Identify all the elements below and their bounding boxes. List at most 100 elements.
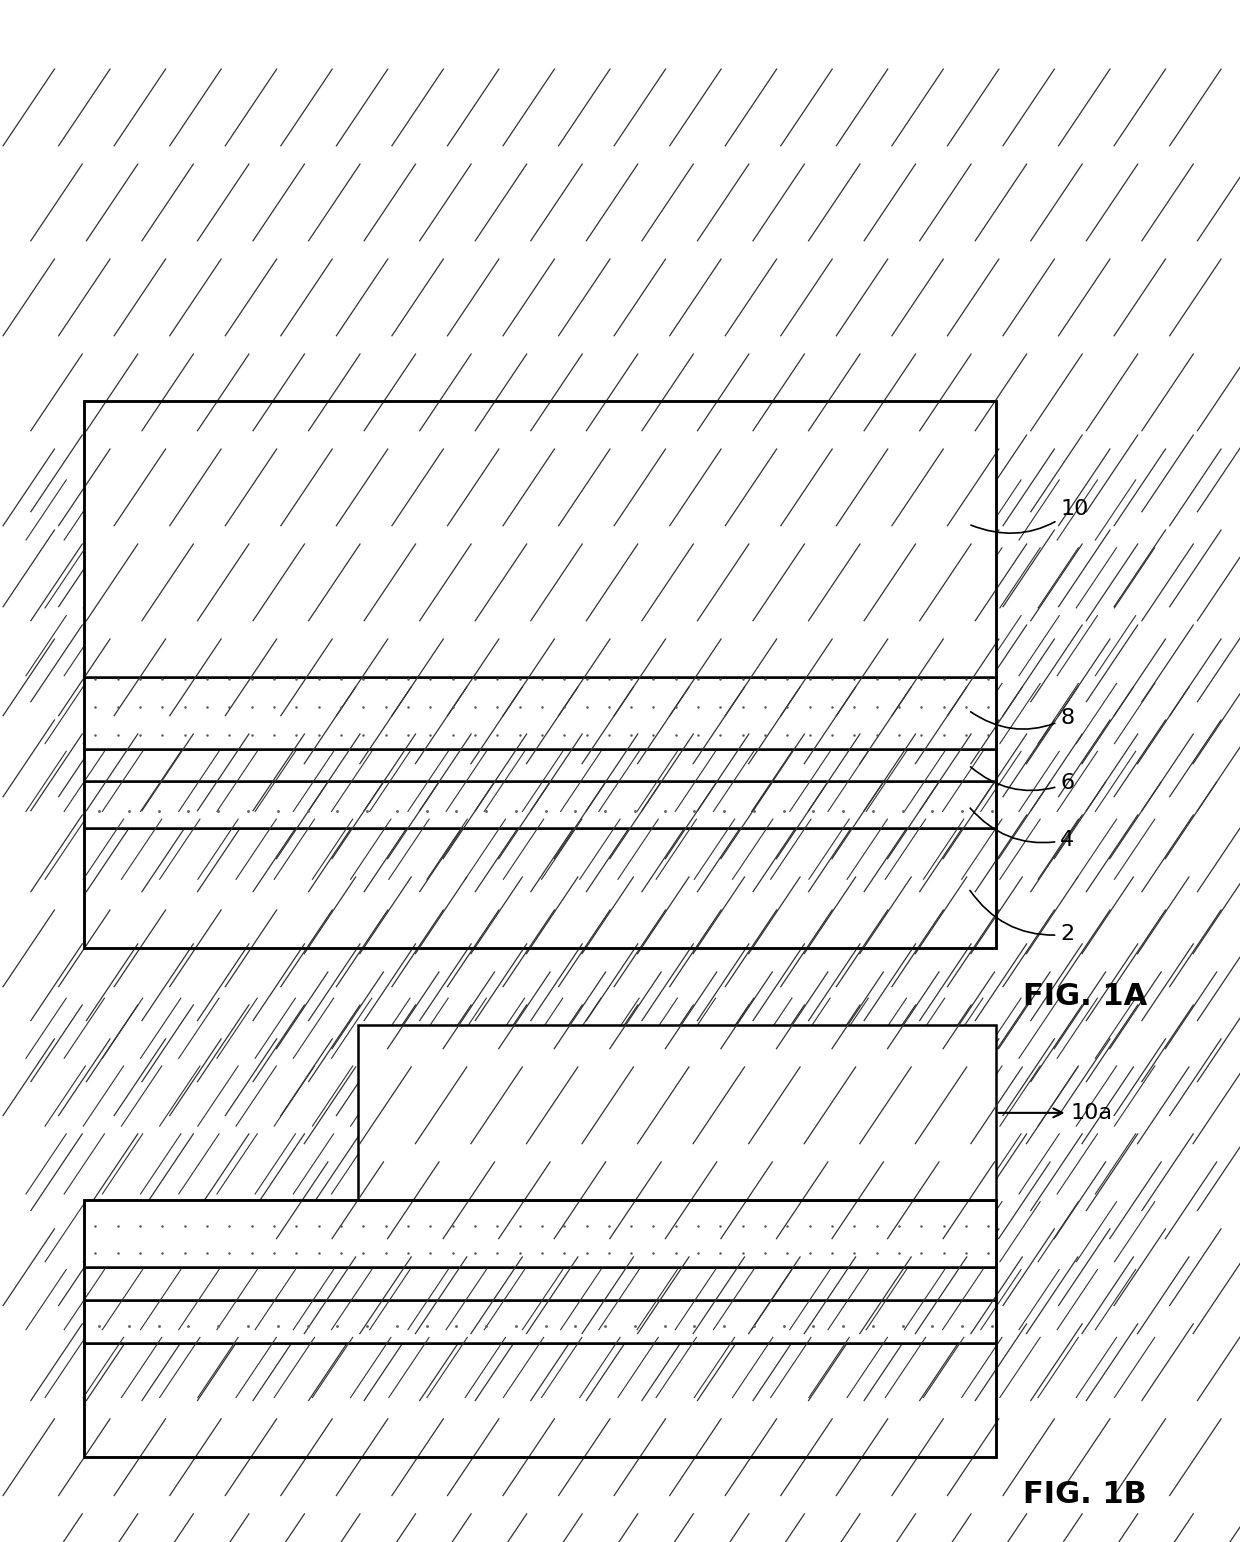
Point: [532, 722, 552, 746]
Point: [565, 1314, 585, 1338]
Point: [800, 666, 820, 691]
Point: [175, 1214, 195, 1238]
Point: [268, 1314, 288, 1338]
Point: [714, 799, 734, 823]
Point: [536, 1314, 556, 1338]
Point: [599, 666, 619, 691]
Point: [398, 1214, 418, 1238]
Point: [242, 1214, 262, 1238]
Point: [398, 1241, 418, 1266]
Point: [577, 1214, 596, 1238]
Text: 10: 10: [971, 498, 1089, 534]
Point: [175, 666, 195, 691]
Point: [923, 1314, 942, 1338]
Point: [465, 1214, 485, 1238]
Point: [800, 1214, 820, 1238]
Point: [952, 1314, 972, 1338]
Point: [978, 694, 998, 719]
Point: [376, 666, 396, 691]
Point: [867, 1241, 887, 1266]
Point: [197, 1214, 217, 1238]
Point: [744, 1314, 764, 1338]
Point: [86, 722, 105, 746]
Point: [833, 799, 853, 823]
Point: [219, 694, 239, 719]
Point: [443, 1241, 463, 1266]
Bar: [84, 1300, 996, 1343]
Text: FIG. 1A: FIG. 1A: [1023, 982, 1147, 1012]
Point: [353, 722, 373, 746]
Point: [889, 1241, 909, 1266]
Point: [242, 1241, 262, 1266]
Point: [577, 722, 596, 746]
Point: [353, 1214, 373, 1238]
Point: [684, 1314, 704, 1338]
Point: [666, 1241, 686, 1266]
Point: [487, 694, 507, 719]
Point: [644, 694, 663, 719]
Point: [420, 666, 440, 691]
Point: [644, 1214, 663, 1238]
Point: [923, 799, 942, 823]
Point: [577, 1241, 596, 1266]
Point: [376, 1241, 396, 1266]
Point: [357, 799, 377, 823]
Point: [911, 722, 931, 746]
Point: [621, 722, 641, 746]
Point: [331, 722, 351, 746]
Point: [733, 694, 753, 719]
Point: [153, 666, 172, 691]
Point: [264, 666, 284, 691]
Point: [443, 666, 463, 691]
Point: [197, 1241, 217, 1266]
Point: [956, 666, 976, 691]
Point: [506, 1314, 526, 1338]
Point: [867, 1214, 887, 1238]
Point: [889, 694, 909, 719]
Point: [755, 694, 775, 719]
Text: 2: 2: [970, 890, 1074, 944]
Point: [153, 1214, 172, 1238]
Point: [755, 1214, 775, 1238]
Point: [934, 666, 954, 691]
Point: [711, 666, 730, 691]
Point: [711, 722, 730, 746]
Point: [956, 694, 976, 719]
Point: [465, 666, 485, 691]
Bar: [84, 1268, 996, 1300]
Point: [863, 1314, 883, 1338]
Point: [446, 1314, 466, 1338]
Point: [889, 1214, 909, 1238]
Point: [286, 694, 306, 719]
Point: [309, 1214, 329, 1238]
Point: [268, 799, 288, 823]
Point: [666, 1214, 686, 1238]
Point: [711, 694, 730, 719]
Point: [621, 1214, 641, 1238]
Point: [197, 666, 217, 691]
Point: [487, 1241, 507, 1266]
Point: [208, 1314, 228, 1338]
Point: [777, 722, 797, 746]
Point: [800, 1241, 820, 1266]
Point: [309, 1241, 329, 1266]
Text: 4: 4: [970, 808, 1074, 850]
Point: [446, 799, 466, 823]
Point: [577, 666, 596, 691]
Point: [889, 722, 909, 746]
Point: [119, 799, 139, 823]
Point: [621, 694, 641, 719]
Point: [309, 666, 329, 691]
Point: [625, 1314, 645, 1338]
Point: [644, 722, 663, 746]
Point: [644, 1241, 663, 1266]
Point: [625, 799, 645, 823]
Point: [844, 1214, 864, 1238]
Bar: [84, 401, 996, 677]
Point: [755, 722, 775, 746]
Point: [688, 1214, 708, 1238]
Point: [733, 1241, 753, 1266]
Point: [911, 694, 931, 719]
Point: [86, 1214, 105, 1238]
Point: [130, 666, 150, 691]
